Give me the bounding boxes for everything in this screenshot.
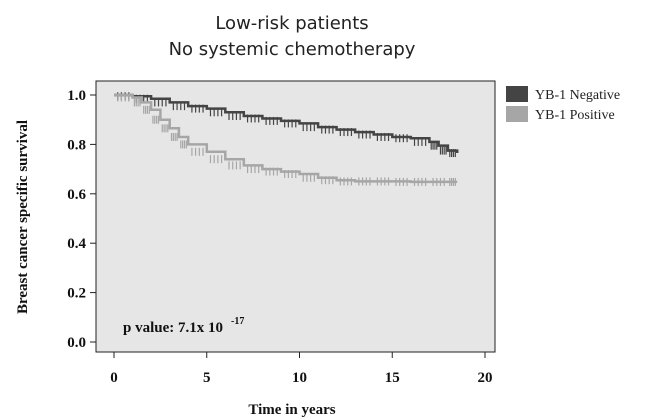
y-tick-label: 0.0	[67, 335, 86, 351]
p-value-annotation: p value: 7.1x 10 -17	[123, 316, 244, 336]
p-value-text: p value: 7.1x 10	[123, 320, 223, 336]
chart-title: Low-risk patients	[215, 13, 368, 34]
y-tick-label: 0.6	[67, 187, 86, 203]
x-tick-label: 10	[292, 370, 307, 386]
x-tick-label: 0	[110, 370, 118, 386]
y-axis-label: Breast cancer specific survival	[15, 120, 31, 314]
censor-marks	[117, 93, 456, 186]
p-value-exponent: -17	[231, 316, 244, 327]
series-line	[114, 93, 459, 153]
legend-label: YB-1 Positive	[535, 108, 615, 123]
y-tick-label: 0.4	[67, 236, 86, 252]
y-tick-label: 1.0	[67, 88, 86, 104]
series-layer	[114, 92, 459, 186]
legend-swatch	[506, 106, 528, 122]
legend-swatch	[506, 86, 528, 102]
y-tick-label: 0.8	[67, 137, 86, 153]
y-tick-label: 0.2	[67, 286, 86, 302]
series-line	[114, 93, 458, 184]
x-tick-label: 5	[203, 370, 211, 386]
x-tick-label: 15	[385, 370, 400, 386]
chart-subtitle: No systemic chemotherapy	[169, 39, 416, 60]
x-tick-label: 20	[478, 370, 493, 386]
x-axis-ticks: 0 5 10 15 20	[110, 352, 493, 386]
legend-label: YB-1 Negative	[535, 88, 620, 103]
x-axis-label: Time in years	[248, 402, 335, 418]
y-axis-ticks: 0.0 0.2 0.4 0.6 0.8 1.0	[67, 88, 96, 351]
legend: YB-1 Negative YB-1 Positive	[506, 86, 620, 123]
censor-marks	[117, 92, 456, 158]
